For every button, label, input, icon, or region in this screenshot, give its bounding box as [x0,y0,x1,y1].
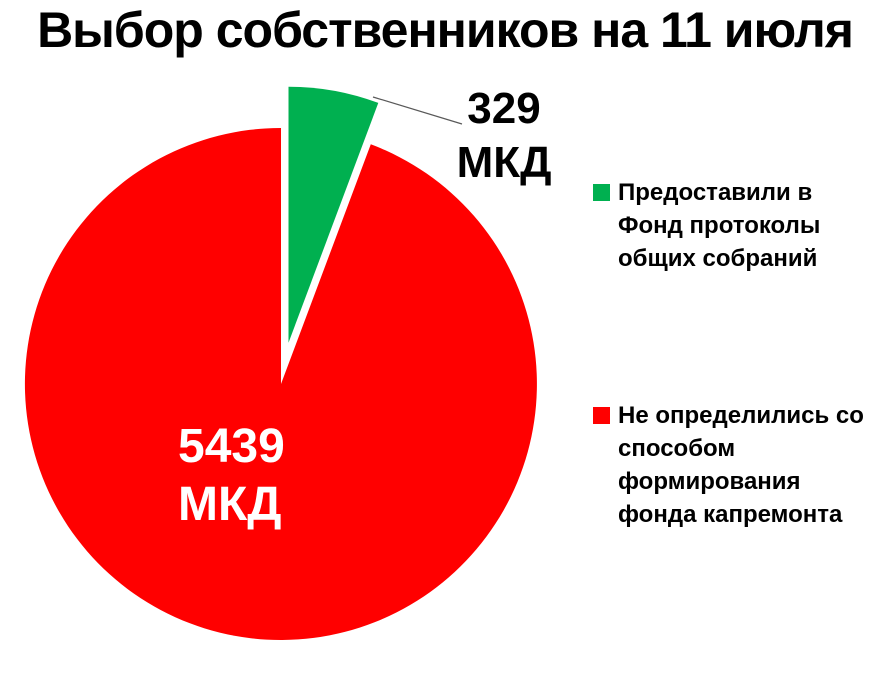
legend-label-line: Предоставили в [618,179,813,206]
legend-label-line: Не определились со [618,402,864,429]
pie-slice-provided [288,86,379,343]
legend-label-line: фонда капремонта [618,501,843,528]
data-label-value: 329 [467,84,541,133]
legend-label-line: общих собраний [618,245,818,272]
data-label-unit: МКД [178,478,282,531]
data-label-green-slice: 329 МКД [440,82,568,190]
legend-swatch-red [593,407,610,424]
data-label-red-slice: 5439 МКД [178,418,285,534]
data-label-value: 5439 [178,420,285,473]
legend-swatch-green [593,184,610,201]
legend-label-line: Фонд протоколы [618,212,821,239]
legend-label-line: способом [618,435,736,462]
legend-label-line: формирования [618,468,801,495]
legend-item-undecided: Не определились со способом формирования… [593,399,864,531]
legend-label: Предоставили в Фонд протоколы общих собр… [618,176,820,275]
chart-title: Выбор собственников на 11 июля [37,2,854,58]
pie-slice-undecided [24,127,537,641]
data-label-unit: МКД [456,138,552,187]
legend-label: Не определились со способом формирования… [618,399,864,531]
legend-item-provided: Предоставили в Фонд протоколы общих собр… [593,176,820,275]
leader-line [372,96,463,125]
